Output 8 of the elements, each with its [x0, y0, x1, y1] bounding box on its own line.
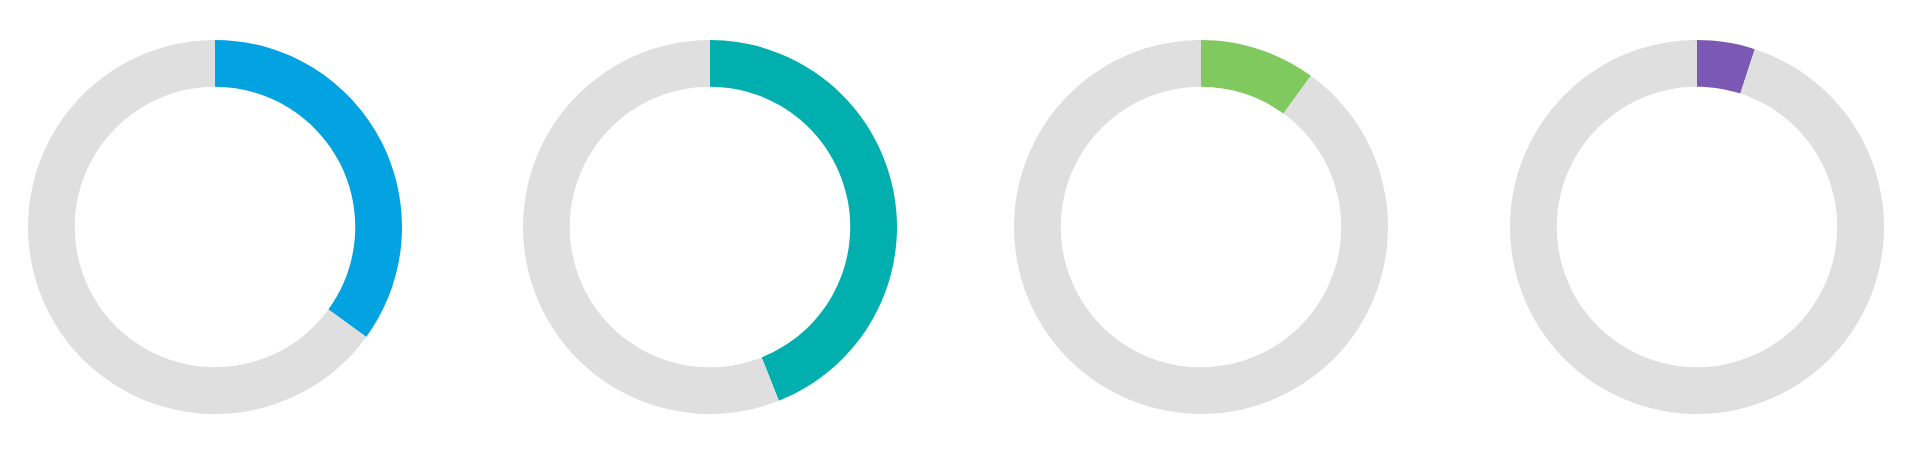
donut-slice [1014, 40, 1388, 414]
donut-slice [523, 40, 779, 414]
donut-slice [28, 40, 367, 414]
donut-slice [215, 40, 402, 337]
donut-slice [710, 40, 897, 401]
donut-slice [1697, 40, 1755, 94]
donut-slice [1510, 40, 1884, 414]
donut-slice [1201, 40, 1311, 114]
